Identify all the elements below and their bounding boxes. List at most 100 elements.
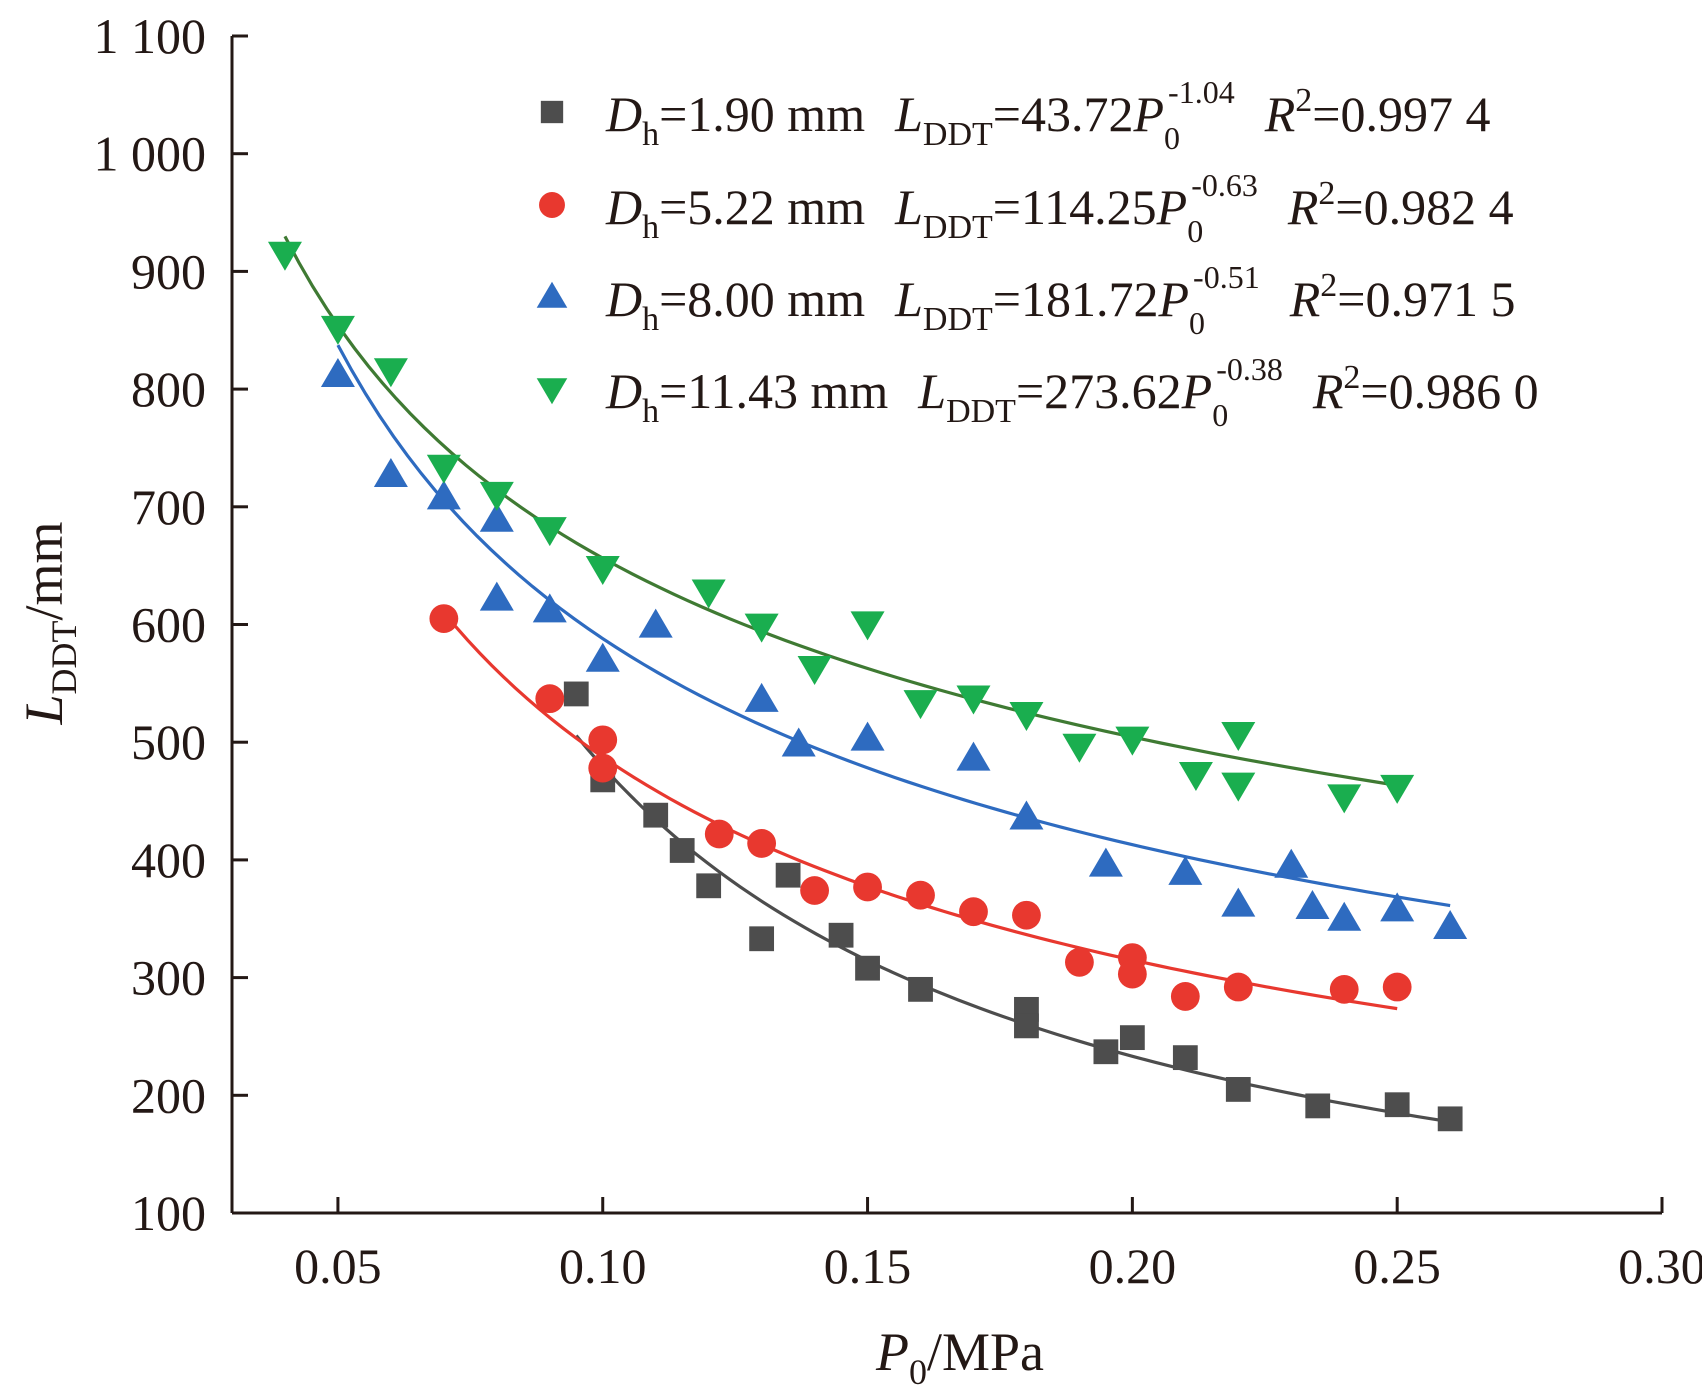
y-axis-title-sub: DDT [44, 620, 84, 694]
legend-exponent: -0.63 [1191, 167, 1258, 203]
legend-p-sub: 0 [1212, 397, 1228, 433]
data-point-series-2 [1012, 900, 1041, 930]
data-point-series-3 [532, 593, 567, 623]
y-tick-label: 500 [131, 714, 206, 770]
data-point-series-3 [1168, 855, 1203, 885]
legend-l-label: L [894, 271, 923, 327]
x-ticks: 0.05 0.10 0.15 0.20 0.25 0.30 [294, 1197, 1702, 1294]
data-point-series-4 [373, 358, 408, 388]
fit-curve-series-1 [575, 734, 1451, 1124]
legend-l-sub: DDT [923, 209, 993, 246]
x-tick-label: 0.15 [824, 1238, 912, 1294]
data-point-series-1 [643, 802, 669, 828]
data-point-series-4 [426, 454, 461, 484]
y-tick-label: 100 [131, 1185, 206, 1241]
fit-curve-series-2 [442, 611, 1398, 1011]
data-point-series-1 [1225, 1077, 1251, 1102]
data-point-series-2 [959, 897, 988, 927]
data-point-series-1 [1014, 1013, 1039, 1039]
legend-r-sup: 2 [1320, 267, 1337, 304]
data-point-series-1 [908, 976, 933, 1002]
legend-eq-value: =181.72 [993, 271, 1159, 327]
legend-d-sub: h [642, 393, 659, 430]
data-point-series-3 [956, 741, 991, 771]
y-tick-label: 700 [131, 479, 206, 535]
data-point-series-4 [1221, 772, 1256, 802]
y-tick-label: 400 [131, 832, 206, 888]
data-point-series-2 [1117, 959, 1147, 989]
data-point-series-3 [1009, 800, 1044, 830]
data-point-series-3 [1295, 889, 1330, 919]
y-tick-label: 800 [131, 361, 206, 417]
data-point-series-1 [1172, 1045, 1198, 1071]
data-point-series-3 [373, 458, 408, 488]
data-points [267, 241, 1468, 1132]
data-point-series-2 [1329, 974, 1359, 1004]
data-point-series-2 [747, 829, 777, 858]
data-point-series-3 [1327, 901, 1362, 931]
y-tick-label: 900 [131, 243, 206, 299]
legend-marker-series-3 [536, 281, 568, 308]
data-point-series-2 [588, 753, 618, 783]
data-point-series-4 [1115, 726, 1150, 756]
data-point-series-4 [1221, 721, 1256, 751]
data-point-series-4 [903, 690, 938, 720]
data-point-series-3 [1088, 847, 1123, 877]
data-point-series-4 [1178, 761, 1213, 791]
legend-d-sub: h [642, 301, 659, 338]
legend-l-sub: DDT [946, 393, 1016, 430]
data-point-series-3 [585, 642, 620, 672]
data-point-series-2 [1065, 947, 1094, 977]
data-point-series-1 [1437, 1106, 1463, 1132]
legend-entry-series-2: Dh=5.22 mm LDDT=114.25P0 -0.63 R2=0.982 4 [605, 167, 1514, 249]
y-tick-label: 1 100 [94, 8, 207, 64]
y-tick-label: 1 000 [94, 126, 207, 182]
legend-exponent: -0.51 [1193, 259, 1260, 295]
legend-p-label: P [1133, 86, 1165, 142]
legend-marker-series-4 [536, 378, 568, 405]
legend-l-sub: DDT [923, 301, 993, 338]
data-point-series-4 [797, 656, 832, 686]
y-tick-label: 300 [131, 950, 206, 1006]
data-point-series-2 [906, 880, 935, 910]
legend-r-sup: 2 [1343, 359, 1360, 396]
x-tick-label: 0.25 [1353, 1238, 1441, 1294]
legend-marker-series-1 [540, 100, 564, 124]
data-point-series-4 [850, 611, 885, 641]
data-point-series-4 [1062, 733, 1097, 763]
data-point-series-4 [691, 579, 726, 609]
x-tick-label: 0.10 [559, 1238, 647, 1294]
y-axis-title: LDDT/mm [14, 521, 84, 725]
data-point-series-1 [1384, 1092, 1410, 1118]
data-point-series-4 [320, 315, 355, 345]
data-point-series-1 [1305, 1093, 1331, 1119]
data-point-series-4 [585, 556, 620, 586]
legend-d-sub: h [642, 209, 659, 246]
legend-p-sub: 0 [1187, 213, 1203, 249]
x-axis-title: P0/MPa [875, 1322, 1044, 1392]
legend-eq-value: =114.25 [993, 179, 1157, 235]
data-point-series-2 [853, 872, 882, 902]
legend-d-value: =8.00 mm [659, 271, 865, 327]
legend-exponent: -0.38 [1216, 351, 1283, 387]
legend-r-value: =0.982 4 [1335, 179, 1513, 235]
legend: Dh=1.90 mm LDDT=43.72P0-1.04 R2=0.997 4Dh=… [536, 74, 1539, 433]
data-point-series-2 [1170, 982, 1200, 1011]
legend-r-label: R [1289, 271, 1321, 327]
data-point-series-3 [320, 357, 355, 387]
x-tick-label: 0.05 [294, 1238, 382, 1294]
x-axis-title-sub: 0 [909, 1352, 927, 1392]
data-point-series-1 [775, 862, 801, 888]
legend-p-label: P [1181, 363, 1213, 419]
data-point-series-1 [749, 926, 775, 952]
legend-d-label: D [605, 363, 642, 419]
data-point-series-3 [426, 480, 461, 510]
data-point-series-1 [669, 838, 695, 863]
data-point-series-4 [1009, 701, 1044, 731]
legend-r-sup: 2 [1318, 175, 1335, 212]
legend-exponent: -1.04 [1168, 74, 1235, 110]
legend-d-value: =5.22 mm [659, 179, 865, 235]
legend-p-sub: 0 [1164, 120, 1180, 156]
legend-marker-series-2 [539, 192, 565, 218]
